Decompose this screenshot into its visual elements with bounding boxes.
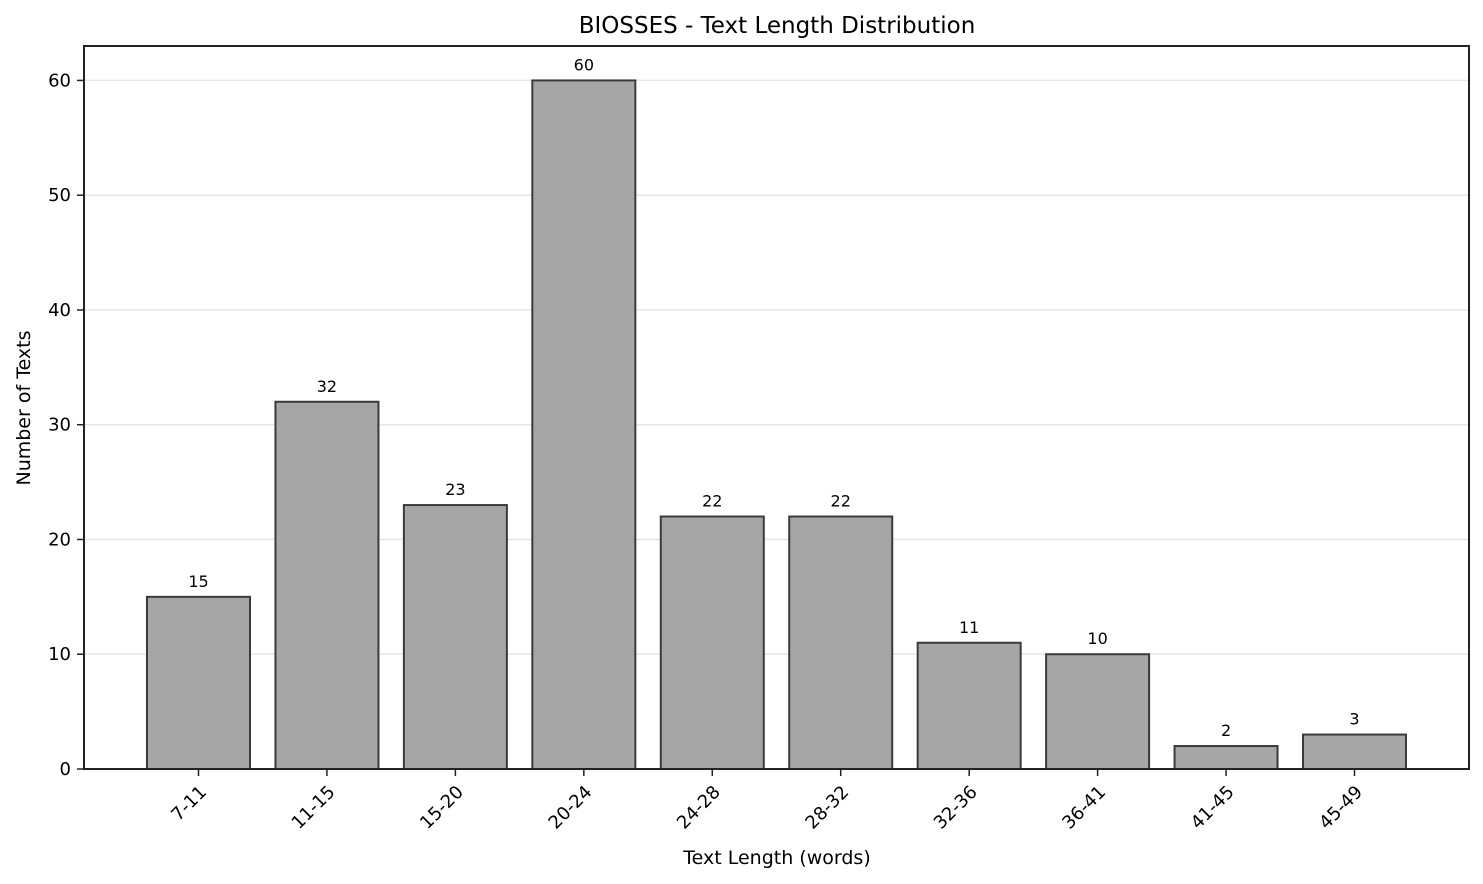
bar-value-label: 11 xyxy=(959,618,979,637)
bar-15-20 xyxy=(402,504,508,770)
y-tick-label: 50 xyxy=(48,185,71,206)
bar-value-label: 2 xyxy=(1221,721,1231,740)
y-axis: 0 10 20 30 40 50 60 xyxy=(48,70,84,780)
x-tick-label: 32-36 xyxy=(930,782,982,834)
x-tick-label: 41-45 xyxy=(1187,782,1239,834)
y-tick-label: 20 xyxy=(48,529,71,550)
bar-value-label: 22 xyxy=(831,492,851,511)
axes-frame xyxy=(83,45,1470,770)
bars xyxy=(146,79,1407,770)
bar-value-label: 10 xyxy=(1087,629,1107,648)
x-axis: 7-11 11-15 15-20 20-24 24-28 28-32 32-36 36-41 4… xyxy=(167,769,1367,834)
x-tick-label: 28-32 xyxy=(801,782,853,834)
bar-32-36 xyxy=(916,641,1022,770)
bar-28-32 xyxy=(788,515,894,770)
x-tick-label: 20-24 xyxy=(545,782,597,834)
y-tick-label: 40 xyxy=(48,300,71,321)
bar-value-label: 60 xyxy=(574,55,594,74)
y-axis-label: Number of Texts xyxy=(13,330,35,485)
x-tick-label: 11-15 xyxy=(288,782,340,834)
bar-value-label: 3 xyxy=(1349,710,1359,729)
chart-title: BIOSSES - Text Length Distribution xyxy=(579,13,976,39)
x-tick-label: 24-28 xyxy=(673,782,725,834)
bar-41-45 xyxy=(1173,745,1279,770)
x-tick-label: 15-20 xyxy=(416,782,468,834)
y-tick-label: 60 xyxy=(48,70,71,91)
y-tick-label: 0 xyxy=(60,759,71,780)
x-tick-label: 7-11 xyxy=(167,782,211,826)
bar-7-11 xyxy=(146,595,251,770)
bar-value-label: 15 xyxy=(188,572,208,591)
x-tick-label: 45-49 xyxy=(1315,782,1367,834)
bar-20-24 xyxy=(531,79,637,770)
bar-24-28 xyxy=(659,515,765,770)
bar-value-label: 23 xyxy=(445,480,465,499)
x-axis-label: Text Length (words) xyxy=(682,847,870,869)
bar-value-label: 22 xyxy=(702,492,722,511)
bar-11-15 xyxy=(274,400,380,770)
bar-value-label: 32 xyxy=(317,377,337,396)
y-tick-label: 10 xyxy=(48,644,71,665)
bar-36-41 xyxy=(1045,653,1151,770)
y-tick-label: 30 xyxy=(48,415,71,436)
x-tick-label: 36-41 xyxy=(1058,782,1110,834)
bar-45-49 xyxy=(1302,733,1407,770)
